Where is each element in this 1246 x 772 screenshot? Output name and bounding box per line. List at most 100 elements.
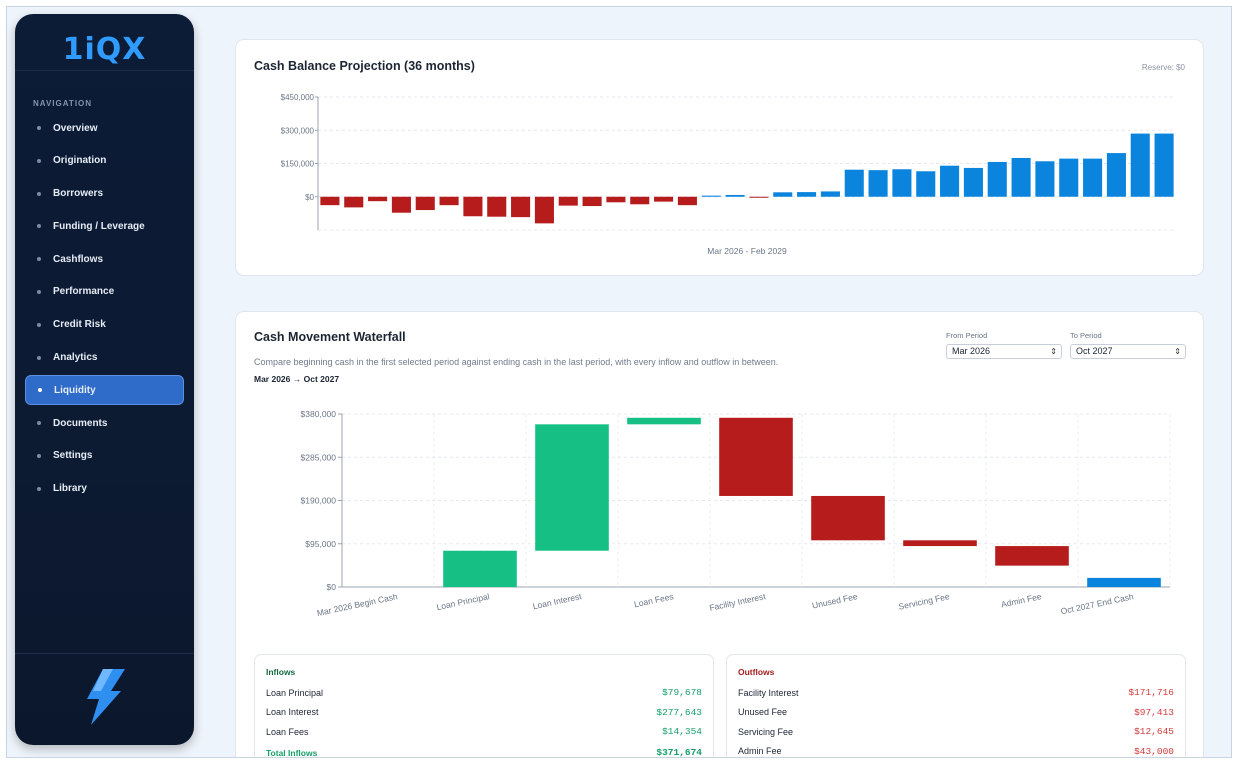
projection-bar[interactable] [892,169,912,197]
projection-bar[interactable] [940,165,960,197]
table-row: Facility Interest $171,716 [738,683,1174,703]
projection-bar[interactable] [701,195,721,197]
waterfall-bar[interactable] [443,550,517,587]
sidebar-item-origination[interactable]: Origination [25,146,184,176]
bullet-icon [37,355,41,360]
y-tick-label: $150,000 [281,160,315,169]
inflows-title: Inflows [266,667,296,677]
row-label: Unused Fee [738,707,788,718]
from-period-select[interactable]: Mar 2026 ⇕ [946,344,1062,359]
projection-bar[interactable] [320,196,340,206]
x-tick-label: Loan Fees [633,591,674,609]
sidebar-item-label: Borrowers [53,188,104,200]
y-tick-label: $450,000 [281,93,315,102]
bullet-icon [37,126,41,130]
bullet-icon [37,257,41,262]
projection-bar[interactable] [987,161,1007,197]
outflows-table: Outflows Facility Interest $171,716 Unused… [726,654,1186,757]
projection-bar[interactable] [630,196,650,205]
projection-bar[interactable] [1035,161,1055,197]
total-inflows-row: Total Inflows $371,674 [266,743,702,758]
projection-bar[interactable] [1011,157,1031,197]
waterfall-bar[interactable] [719,417,793,496]
sidebar-item-borrowers[interactable]: Borrowers [25,179,184,209]
projection-bar[interactable] [582,196,602,207]
projection-bar[interactable] [391,196,411,213]
y-tick-label: $285,000 [301,452,337,462]
projection-bar[interactable] [1154,133,1174,197]
sidebar-item-label: Settings [53,450,93,462]
waterfall-bar[interactable] [903,540,977,547]
row-value: $171,716 [1128,687,1174,699]
sidebar-item-label: Liquidity [54,384,96,396]
bullet-icon [37,486,41,491]
waterfall-bar[interactable] [1087,577,1161,587]
chevron-updown-icon: ⇕ [1050,347,1057,356]
projection-bar[interactable] [344,196,364,208]
sidebar-item-overview[interactable]: Overview [25,113,184,143]
projection-bar[interactable] [415,196,435,211]
total-inflows-value: $371,674 [656,747,702,758]
bullet-icon [37,158,41,163]
bullet-icon [38,388,42,393]
sidebar-item-performance[interactable]: Performance [25,277,184,307]
projection-bar[interactable] [487,196,507,217]
card-title: Cash Balance Projection (36 months) [254,59,475,73]
projection-bar[interactable] [844,169,864,197]
table-row: Unused Fee $97,413 [738,703,1174,723]
period-range: Mar 2026 → Oct 2027 [254,374,340,384]
divider [15,70,194,71]
projection-bar[interactable] [534,196,554,224]
projection-bar[interactable] [963,167,983,197]
row-value: $277,643 [656,706,702,718]
projection-bar[interactable] [1083,158,1103,197]
card-subtitle: Compare beginning cash in the first sele… [254,357,779,367]
projection-bar[interactable] [797,192,817,197]
y-tick-label: $300,000 [281,126,315,135]
projection-bar[interactable] [463,196,483,217]
sidebar-item-cashflows[interactable]: Cashflows [25,244,184,274]
projection-bar[interactable] [654,196,674,202]
projection-bar[interactable] [511,196,531,218]
sidebar-item-funding-leverage[interactable]: Funding / Leverage [25,211,184,241]
waterfall-bar[interactable] [811,495,885,541]
projection-bar[interactable] [606,196,626,203]
sidebar-item-documents[interactable]: Documents [25,408,184,438]
x-tick-label: Unused Fee [811,591,859,610]
projection-bar[interactable] [820,191,840,197]
projection-bar[interactable] [916,171,936,197]
sidebar-item-library[interactable]: Library [25,474,184,504]
projection-bar[interactable] [749,196,769,198]
total-inflows-label: Total Inflows [266,747,318,758]
sidebar-item-liquidity[interactable]: Liquidity [25,375,184,406]
y-tick-label: $0 [327,582,337,592]
projection-bar[interactable] [868,170,888,197]
x-tick-label: Servicing Fee [898,591,951,612]
projection-bar[interactable] [1059,158,1079,197]
projection-bar[interactable] [725,194,745,197]
waterfall-bar[interactable] [627,417,701,425]
y-tick-label: $0 [305,193,314,202]
projection-bar[interactable] [558,196,578,206]
to-period-select[interactable]: Oct 2027 ⇕ [1070,344,1186,359]
projection-bar[interactable] [368,196,388,202]
waterfall-bar[interactable] [535,424,609,551]
waterfall-bar[interactable] [995,546,1069,566]
sidebar-item-credit-risk[interactable]: Credit Risk [25,310,184,340]
table-row: Servicing Fee $12,645 [738,722,1174,742]
y-tick-label: $95,000 [305,539,336,549]
to-period-label: To Period [1070,331,1102,340]
outflows-title: Outflows [738,667,775,677]
projection-bar[interactable] [1106,153,1126,197]
x-axis-label: Mar 2026 - Feb 2029 [707,246,787,256]
projection-bar[interactable] [1130,133,1150,197]
projection-bar[interactable] [439,196,459,206]
sidebar-item-settings[interactable]: Settings [25,441,184,471]
sidebar-item-analytics[interactable]: Analytics [25,343,184,373]
projection-bar[interactable] [677,196,697,206]
sidebar-item-label: Performance [53,286,115,298]
y-tick-label: $380,000 [301,409,337,419]
projection-bar[interactable] [773,192,793,197]
sidebar-item-label: Analytics [53,352,98,364]
